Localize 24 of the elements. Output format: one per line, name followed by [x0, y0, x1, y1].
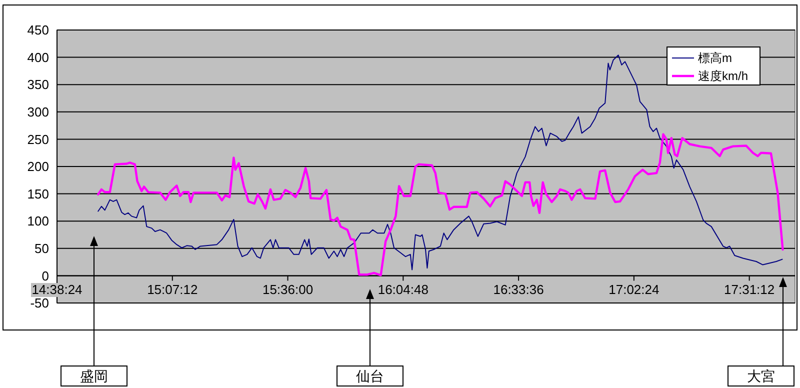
text: 大宮 [747, 368, 775, 384]
y-tick-label: 350 [27, 77, 49, 92]
text: 仙台 [356, 368, 384, 384]
y-tick-label: 400 [27, 50, 49, 65]
y-tick-label: -50 [30, 296, 49, 311]
y-tick-label: 200 [27, 159, 49, 174]
y-tick-label: 50 [34, 240, 49, 256]
legend-label: 速度km/h [698, 69, 748, 84]
y-tick-label: 100 [27, 214, 49, 229]
x-tick-label: 15:07:12 [147, 282, 198, 297]
x-tick-label: 17:02:24 [608, 282, 660, 297]
y-tick-label: 150 [27, 186, 49, 202]
x-tick-label: 15:36:00 [262, 282, 314, 297]
legend-label: 標高m [698, 51, 732, 66]
text: 盛岡 [80, 368, 108, 384]
y-tick-label: 250 [27, 132, 49, 147]
x-tick-label: 16:04:48 [378, 282, 428, 297]
y-tick-label: 450 [27, 22, 49, 38]
y-tick-label: 0 [42, 268, 49, 284]
y-tick-label: 300 [27, 104, 49, 120]
x-tick-label: 14:38:24 [32, 282, 82, 297]
line-series [97, 133, 784, 276]
x-tick-label: 17:31:12 [724, 282, 775, 297]
x-tick-label: 16:33:36 [493, 282, 544, 297]
